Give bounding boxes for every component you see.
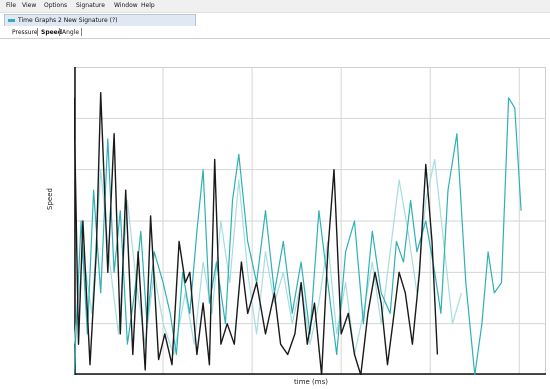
menu-view[interactable]: View <box>22 2 37 9</box>
tab-speed[interactable]: Speed <box>41 29 63 36</box>
y-axis-label: Speed <box>46 188 54 210</box>
menu-bar: File View Options Signature Window Help <box>0 0 550 13</box>
tab-angle[interactable]: Angle <box>62 29 80 36</box>
speed-chart <box>74 67 546 375</box>
x-axis-label: time (ms) <box>294 378 328 386</box>
series-line-3 <box>74 158 462 356</box>
menu-options[interactable]: Options <box>44 2 68 9</box>
menu-help[interactable]: Help <box>141 2 155 9</box>
graph-icon <box>8 19 15 22</box>
series-line-1 <box>74 92 439 375</box>
graph-tab-row: Pressure Speed Angle <box>0 26 550 39</box>
menu-file[interactable]: File <box>6 2 17 9</box>
tab-separator <box>81 28 82 36</box>
document-tab-title: Time Graphs 2 New Signature (?) <box>18 17 118 24</box>
tab-separator <box>37 28 38 36</box>
tab-separator <box>59 28 60 36</box>
menu-window[interactable]: Window <box>114 2 138 9</box>
series-line-2 <box>74 97 522 375</box>
document-tab[interactable]: Time Graphs 2 New Signature (?) <box>4 14 196 26</box>
tab-pressure[interactable]: Pressure <box>12 29 38 36</box>
menu-signature[interactable]: Signature <box>76 2 105 9</box>
